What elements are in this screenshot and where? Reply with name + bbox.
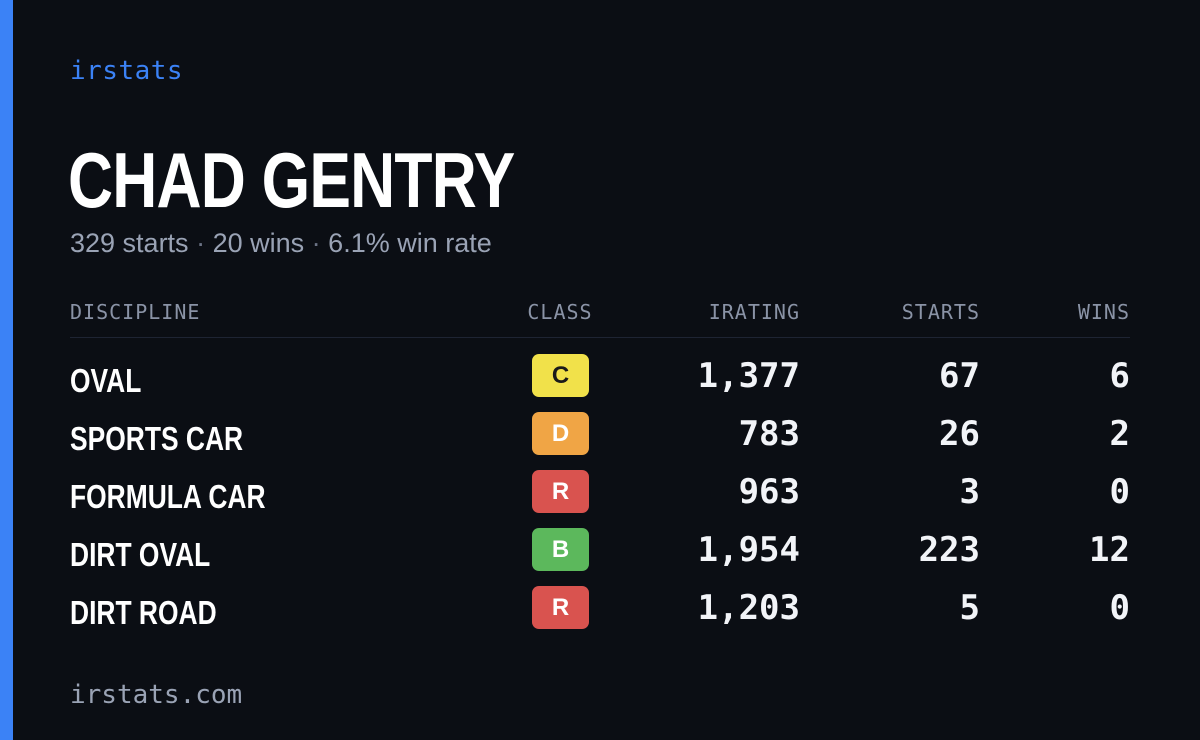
irating-value: 783 xyxy=(738,414,800,454)
table-row: FORMULA CAR R 963 3 0 xyxy=(0,470,1200,528)
irating-value: 1,954 xyxy=(697,530,800,570)
driver-name: CHAD GENTRY xyxy=(68,136,515,224)
discipline-name: FORMULA CAR xyxy=(70,478,266,515)
starts-value: 3 xyxy=(959,472,980,512)
wins-value: 12 xyxy=(1089,530,1130,570)
separator-dot: · xyxy=(311,228,321,258)
table-row: DIRT OVAL B 1,954 223 12 xyxy=(0,528,1200,586)
accent-bar xyxy=(0,0,13,740)
wins-value: 6 xyxy=(1109,356,1130,396)
win-rate: 6.1% win rate xyxy=(328,228,492,258)
separator-dot: · xyxy=(196,228,206,258)
wins-value: 2 xyxy=(1109,414,1130,454)
footer-url[interactable]: irstats.com xyxy=(70,680,243,710)
table-row: OVAL C 1,377 67 6 xyxy=(0,354,1200,412)
wins-value: 0 xyxy=(1109,472,1130,512)
class-badge: D xyxy=(532,412,589,455)
total-wins: 20 wins xyxy=(212,228,305,258)
table-row: DIRT ROAD R 1,203 5 0 xyxy=(0,586,1200,644)
starts-value: 67 xyxy=(939,356,980,396)
wins-value: 0 xyxy=(1109,588,1130,628)
starts-value: 223 xyxy=(918,530,980,570)
irating-value: 963 xyxy=(738,472,800,512)
driver-summary: 329 starts · 20 wins · 6.1% win rate xyxy=(70,228,492,259)
brand-logo-text: irstats xyxy=(70,56,184,86)
discipline-name: DIRT ROAD xyxy=(70,594,217,631)
header-divider xyxy=(70,337,1130,338)
header-irating: IRATING xyxy=(708,300,800,324)
discipline-name: DIRT OVAL xyxy=(70,536,211,573)
header-wins: WINS xyxy=(1077,300,1130,324)
starts-value: 5 xyxy=(959,588,980,628)
irating-value: 1,377 xyxy=(697,356,800,396)
class-badge: R xyxy=(532,470,589,513)
starts-value: 26 xyxy=(939,414,980,454)
header-discipline: DISCIPLINE xyxy=(70,300,201,324)
irating-value: 1,203 xyxy=(697,588,800,628)
class-badge: B xyxy=(532,528,589,571)
class-badge: R xyxy=(532,586,589,629)
table-row: SPORTS CAR D 783 26 2 xyxy=(0,412,1200,470)
class-badge: C xyxy=(532,354,589,397)
total-starts: 329 starts xyxy=(70,228,189,258)
discipline-name: OVAL xyxy=(70,362,142,399)
discipline-name: SPORTS CAR xyxy=(70,420,244,457)
header-class: CLASS xyxy=(527,300,593,324)
header-starts: STARTS xyxy=(901,300,980,324)
